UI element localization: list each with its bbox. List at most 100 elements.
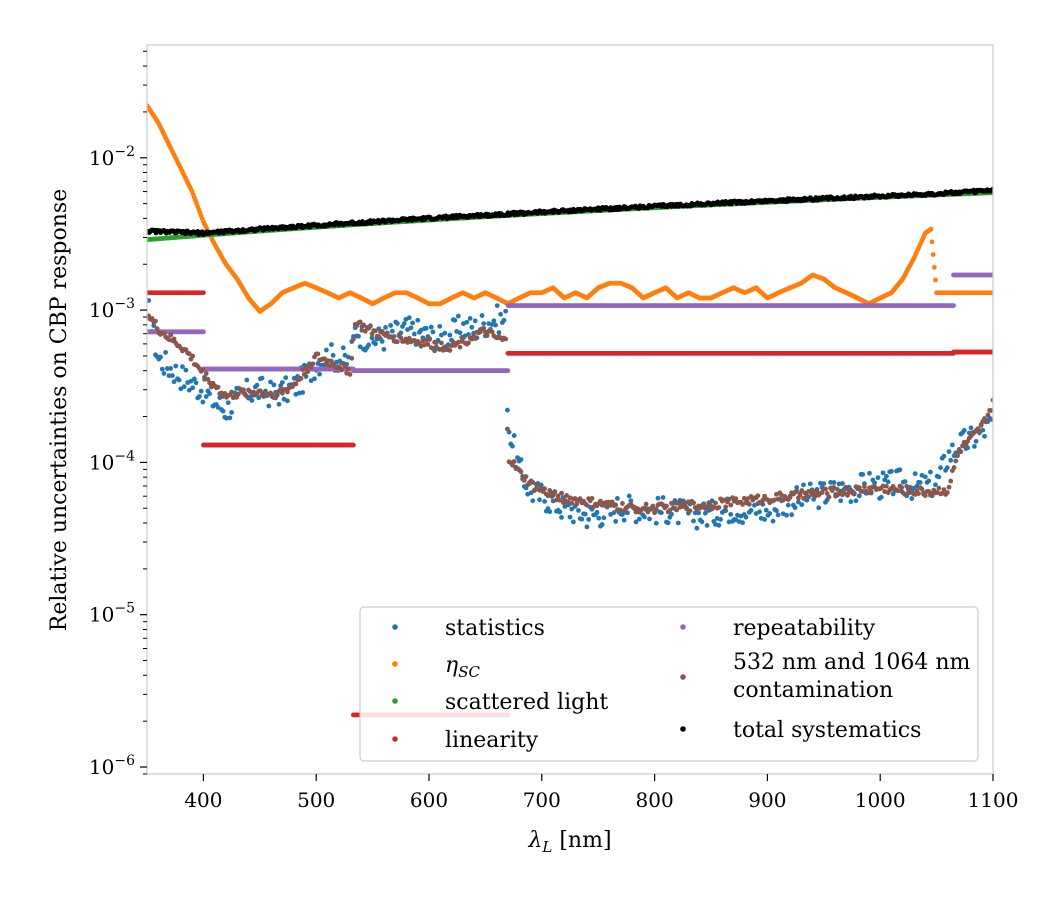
data-point bbox=[740, 520, 745, 526]
data-point bbox=[774, 508, 779, 513]
data-point bbox=[161, 330, 167, 336]
data-point bbox=[718, 517, 723, 522]
data-point bbox=[285, 398, 290, 404]
data-point bbox=[381, 346, 387, 352]
data-point bbox=[171, 336, 177, 342]
data-point bbox=[880, 470, 886, 476]
data-point bbox=[941, 487, 947, 492]
data-point bbox=[241, 387, 246, 393]
data-point bbox=[579, 516, 585, 522]
series-total-systematics bbox=[147, 186, 993, 238]
data-point bbox=[330, 352, 336, 358]
data-point bbox=[868, 489, 874, 494]
y-tick-label: 10−4 bbox=[89, 448, 135, 474]
data-point bbox=[494, 303, 500, 308]
data-point bbox=[799, 488, 805, 493]
y-axis-label: Relative uncertainties on CBP response bbox=[47, 189, 72, 631]
data-point bbox=[828, 479, 833, 485]
data-point bbox=[797, 492, 803, 498]
data-point bbox=[493, 322, 498, 328]
data-point bbox=[457, 330, 463, 336]
data-point bbox=[675, 520, 681, 526]
data-point bbox=[153, 318, 158, 324]
data-point bbox=[953, 458, 959, 464]
legend-label: linearity bbox=[445, 728, 539, 753]
data-point bbox=[699, 519, 705, 525]
data-point bbox=[552, 490, 558, 495]
data-point bbox=[389, 328, 395, 334]
data-point bbox=[856, 485, 862, 491]
data-point bbox=[567, 514, 573, 520]
data-point bbox=[190, 385, 196, 391]
series--sc bbox=[147, 103, 993, 314]
data-point bbox=[201, 290, 206, 296]
axes: 400 500 600 700 800 900 1000 110010−610−510−410… bbox=[89, 50, 1018, 812]
data-point bbox=[158, 354, 163, 360]
data-point bbox=[665, 520, 671, 526]
legend-label: contamination bbox=[733, 678, 893, 703]
data-point bbox=[723, 504, 729, 510]
data-point bbox=[169, 373, 175, 378]
data-point bbox=[647, 516, 652, 522]
data-point bbox=[225, 400, 231, 406]
data-point bbox=[767, 511, 773, 516]
data-point bbox=[496, 330, 502, 335]
data-point bbox=[271, 382, 277, 388]
data-point bbox=[633, 519, 639, 525]
data-point bbox=[379, 339, 385, 344]
data-point bbox=[183, 367, 189, 373]
x-tick-label: 1000 bbox=[855, 788, 906, 812]
legend-marker bbox=[680, 674, 686, 680]
data-point bbox=[642, 505, 647, 511]
data-point bbox=[489, 329, 495, 335]
data-point bbox=[164, 366, 170, 371]
data-point bbox=[988, 408, 993, 413]
data-point bbox=[215, 404, 221, 410]
data-point bbox=[958, 449, 964, 455]
legend-label: scattered light bbox=[445, 690, 608, 715]
x-tick-label: 800 bbox=[636, 788, 674, 812]
legend-marker bbox=[392, 736, 398, 742]
data-point bbox=[789, 512, 795, 518]
data-point bbox=[897, 467, 903, 473]
data-point bbox=[300, 390, 306, 395]
data-point bbox=[389, 335, 395, 340]
data-point bbox=[755, 493, 761, 499]
data-point bbox=[833, 493, 839, 499]
data-point bbox=[457, 344, 463, 350]
data-point bbox=[763, 507, 769, 513]
data-point bbox=[279, 380, 285, 385]
data-point bbox=[658, 510, 664, 516]
data-point bbox=[273, 395, 278, 401]
data-point bbox=[186, 387, 192, 393]
data-point bbox=[329, 342, 334, 347]
data-point bbox=[193, 380, 199, 386]
data-point bbox=[636, 516, 642, 522]
data-point bbox=[570, 519, 576, 525]
data-point bbox=[469, 324, 475, 330]
data-point bbox=[535, 483, 541, 488]
data-point bbox=[395, 321, 400, 326]
data-point bbox=[843, 484, 849, 490]
data-point bbox=[505, 368, 511, 374]
data-point bbox=[889, 468, 894, 474]
data-point bbox=[669, 511, 674, 517]
data-point bbox=[902, 491, 908, 497]
data-point bbox=[173, 363, 179, 369]
data-point bbox=[427, 337, 432, 342]
data-point bbox=[361, 322, 366, 328]
data-point bbox=[303, 365, 309, 371]
data-point bbox=[586, 516, 592, 522]
data-point bbox=[406, 335, 412, 341]
data-point bbox=[356, 333, 361, 339]
data-point bbox=[559, 490, 564, 496]
data-point bbox=[757, 509, 762, 515]
data-point bbox=[692, 510, 698, 516]
legend-frame bbox=[359, 606, 979, 762]
legend-label: 532 nm and 1064 nm bbox=[733, 650, 971, 675]
data-point bbox=[537, 497, 542, 503]
data-point bbox=[369, 335, 375, 341]
data-point bbox=[650, 503, 656, 509]
data-point bbox=[609, 499, 615, 505]
